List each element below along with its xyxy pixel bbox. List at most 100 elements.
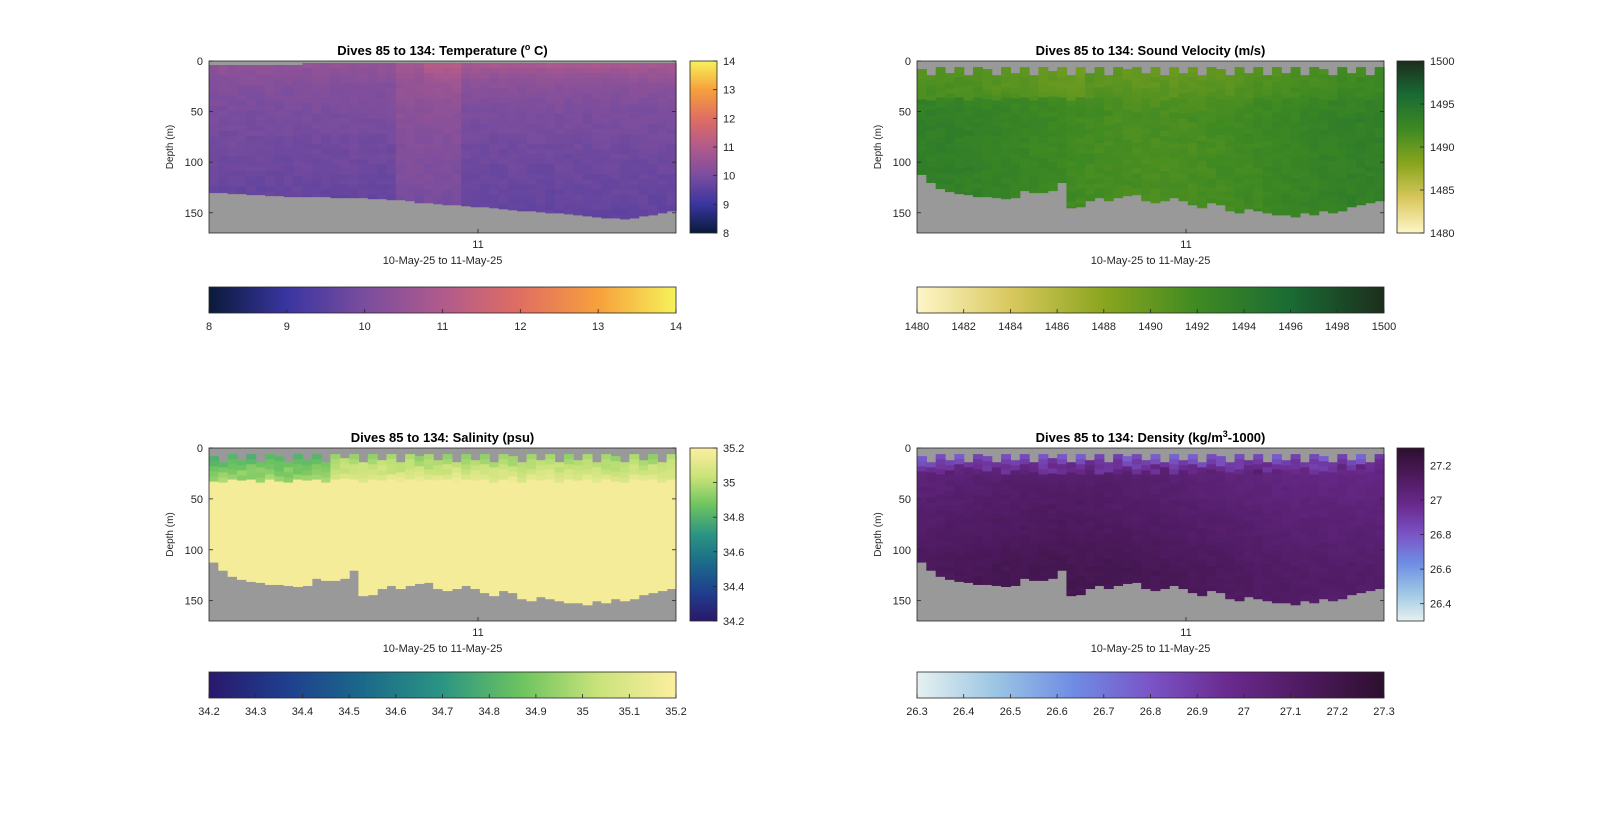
- heatmap-cell: [1103, 462, 1114, 468]
- heatmap-cell: [1010, 521, 1021, 527]
- heatmap-cell: [367, 123, 378, 130]
- heatmap-cell: [1187, 92, 1198, 99]
- heatmap-cell: [321, 108, 332, 115]
- heatmap-cell: [545, 138, 556, 145]
- heatmap-cell: [470, 556, 481, 563]
- heatmap-cell: [1038, 484, 1049, 491]
- heatmap-cell: [274, 557, 285, 564]
- heatmap-cell: [218, 181, 229, 188]
- heatmap-cell: [619, 209, 630, 216]
- heatmap-cell: [582, 489, 593, 496]
- heatmap-cell: [461, 128, 472, 135]
- heatmap-cell: [423, 571, 434, 577]
- heatmap-cell: [591, 68, 602, 74]
- heatmap-cell: [973, 489, 983, 496]
- heatmap-cell: [386, 88, 397, 94]
- heatmap-cell: [255, 191, 266, 196]
- heatmap-cell: [1178, 572, 1189, 578]
- heatmap-cell: [1206, 112, 1217, 119]
- heatmap-cell: [1047, 463, 1058, 469]
- heatmap-cell: [1141, 546, 1152, 553]
- heatmap-cell: [1066, 80, 1077, 86]
- heatmap-cell: [209, 186, 219, 193]
- heatmap-cell: [442, 489, 453, 496]
- heatmap-cell: [321, 174, 332, 180]
- heatmap-cell: [311, 128, 322, 135]
- heatmap-cell: [917, 471, 927, 478]
- heatmap-cell: [629, 581, 640, 587]
- heatmap-cell: [563, 204, 574, 211]
- heatmap-cell: [237, 100, 247, 107]
- heatmap-cell: [395, 63, 406, 69]
- heatmap-cell: [1327, 156, 1338, 162]
- heatmap-cell: [1141, 526, 1152, 533]
- y-axis-label: Depth (m): [165, 125, 176, 169]
- heatmap-cell: [582, 93, 593, 100]
- heatmap-cell: [1215, 74, 1226, 80]
- heatmap-cell: [367, 128, 378, 135]
- heatmap-cell: [554, 589, 565, 596]
- heatmap-cell: [451, 78, 462, 84]
- heatmap-cell: [330, 174, 341, 180]
- heatmap-cell: [265, 499, 275, 506]
- heatmap-cell: [283, 105, 294, 112]
- heatmap-cell: [367, 545, 378, 552]
- heatmap-cell: [926, 528, 937, 535]
- heatmap-cell: [526, 596, 537, 602]
- heatmap-cell: [545, 174, 556, 180]
- heatmap-cell: [1346, 159, 1357, 165]
- heatmap-cell: [1290, 67, 1301, 73]
- heatmap-cell: [1299, 196, 1310, 203]
- heatmap-cell: [498, 204, 509, 210]
- heatmap-cell: [405, 83, 416, 89]
- heatmap-cell: [1038, 82, 1049, 88]
- heatmap-cell: [423, 128, 434, 135]
- heatmap-cell: [209, 486, 219, 493]
- heatmap-cell: [377, 149, 388, 155]
- heatmap-cell: [433, 495, 444, 502]
- heatmap-cell: [1290, 148, 1301, 154]
- heatmap-cell: [311, 459, 322, 465]
- heatmap-cell: [582, 454, 593, 460]
- heatmap-cell: [554, 523, 565, 529]
- heatmap-cell: [517, 118, 528, 125]
- heatmap-cell: [1346, 103, 1357, 110]
- heatmap-cell: [293, 530, 303, 537]
- heatmap-cell: [963, 156, 974, 162]
- heatmap-cell: [283, 482, 294, 489]
- heatmap-cell: [451, 133, 462, 140]
- heatmap-cell: [302, 93, 313, 100]
- heatmap-cell: [470, 143, 481, 150]
- heatmap-cell: [545, 88, 556, 94]
- heatmap-cell: [311, 133, 322, 140]
- heatmap-cell: [1290, 77, 1301, 83]
- heatmap-cell: [1010, 526, 1021, 533]
- heatmap-cell: [1113, 469, 1124, 476]
- heatmap-cell: [461, 530, 472, 537]
- heatmap-cell: [470, 465, 481, 471]
- heatmap-cell: [1281, 143, 1292, 150]
- heatmap-cell: [1327, 90, 1338, 96]
- heatmap-cell: [1374, 193, 1385, 200]
- heatmap-cell: [963, 579, 974, 583]
- heatmap-cell: [1243, 179, 1254, 186]
- colorbar-tick-label: 35: [576, 706, 588, 718]
- heatmap-cell: [1113, 178, 1124, 185]
- heatmap-cell: [489, 128, 500, 135]
- heatmap-cell: [1094, 499, 1105, 506]
- heatmap-cell: [610, 562, 621, 569]
- heatmap-cell: [573, 511, 584, 517]
- heatmap-cell: [218, 492, 229, 499]
- heatmap-cell: [255, 135, 266, 142]
- heatmap-cell: [367, 560, 378, 567]
- heatmap-cell: [423, 143, 434, 150]
- heatmap-cell: [498, 494, 509, 501]
- heatmap-cell: [1103, 115, 1114, 122]
- heatmap-cell: [330, 510, 341, 516]
- heatmap-cell: [283, 110, 294, 117]
- heatmap-cell: [1057, 97, 1068, 104]
- heatmap-cell: [1159, 115, 1170, 122]
- heatmap-cell: [1057, 142, 1068, 149]
- heatmap-cell: [414, 159, 425, 165]
- heatmap-cell: [1197, 584, 1208, 591]
